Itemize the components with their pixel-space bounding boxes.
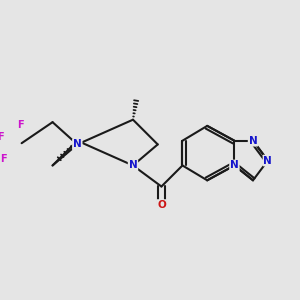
Text: N: N bbox=[230, 160, 239, 170]
Text: F: F bbox=[17, 120, 24, 130]
Text: N: N bbox=[129, 160, 137, 170]
Text: N: N bbox=[249, 136, 257, 146]
Text: F: F bbox=[0, 132, 4, 142]
Text: F: F bbox=[0, 154, 6, 164]
Text: N: N bbox=[73, 140, 82, 149]
Text: N: N bbox=[263, 155, 272, 166]
Text: O: O bbox=[157, 200, 166, 210]
